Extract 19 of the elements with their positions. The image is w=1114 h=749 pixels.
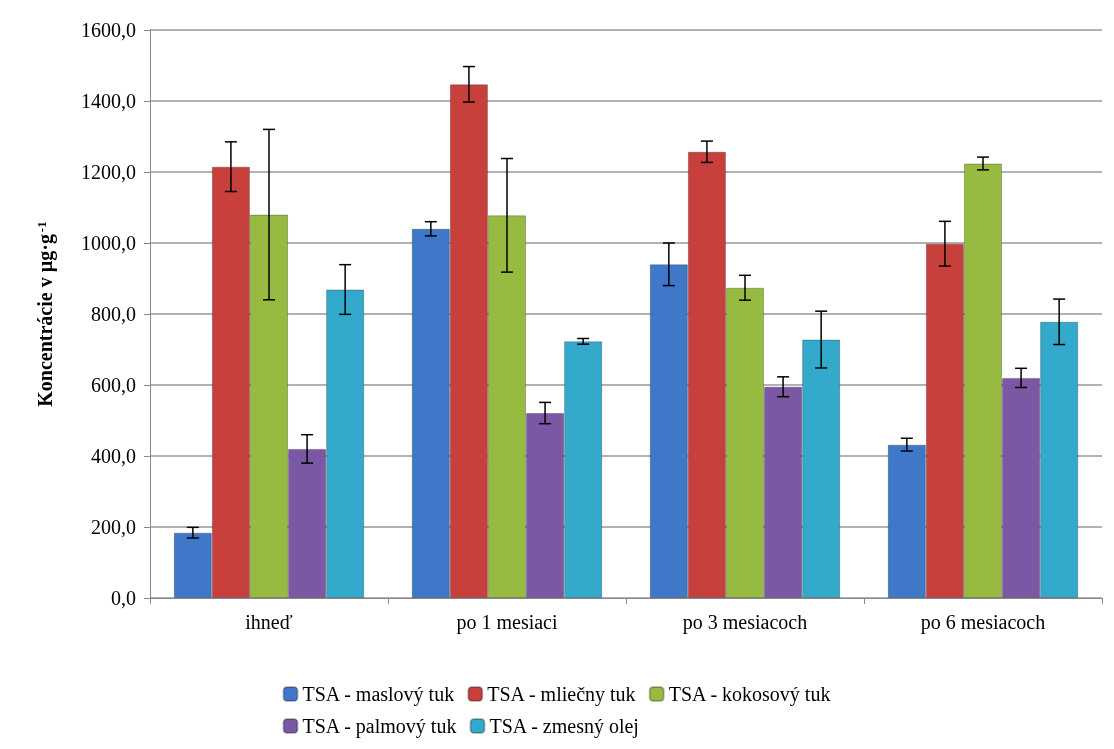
- x-tick-label: ihneď: [245, 611, 293, 633]
- y-tick-label: 400,0: [91, 445, 136, 467]
- y-axis-title: Koncentrácie v µg·g-1: [34, 221, 57, 407]
- legend-label: TSA - mliečny tuk: [487, 683, 636, 706]
- legend-label: TSA - palmový tuk: [302, 715, 457, 738]
- y-tick-label: 800,0: [91, 303, 136, 325]
- legend-label: TSA - kokosový tuk: [668, 683, 831, 706]
- y-tick-label: 0,0: [111, 587, 136, 609]
- y-tick-label: 1400,0: [81, 90, 136, 112]
- x-tick-label: po 1 mesiaci: [456, 611, 558, 634]
- y-tick-label: 600,0: [91, 374, 136, 396]
- y-tick-label: 1200,0: [81, 161, 136, 183]
- y-tick-label: 1600,0: [81, 19, 136, 41]
- y-tick-label: 1000,0: [81, 232, 136, 254]
- x-tick-label: po 3 mesiacoch: [682, 611, 808, 634]
- legend-label: TSA - zmesný olej: [489, 715, 639, 738]
- legend-label: TSA - maslový tuk: [302, 683, 455, 706]
- y-tick-label: 200,0: [91, 516, 136, 538]
- x-tick-label: po 6 mesiacoch: [920, 611, 1046, 634]
